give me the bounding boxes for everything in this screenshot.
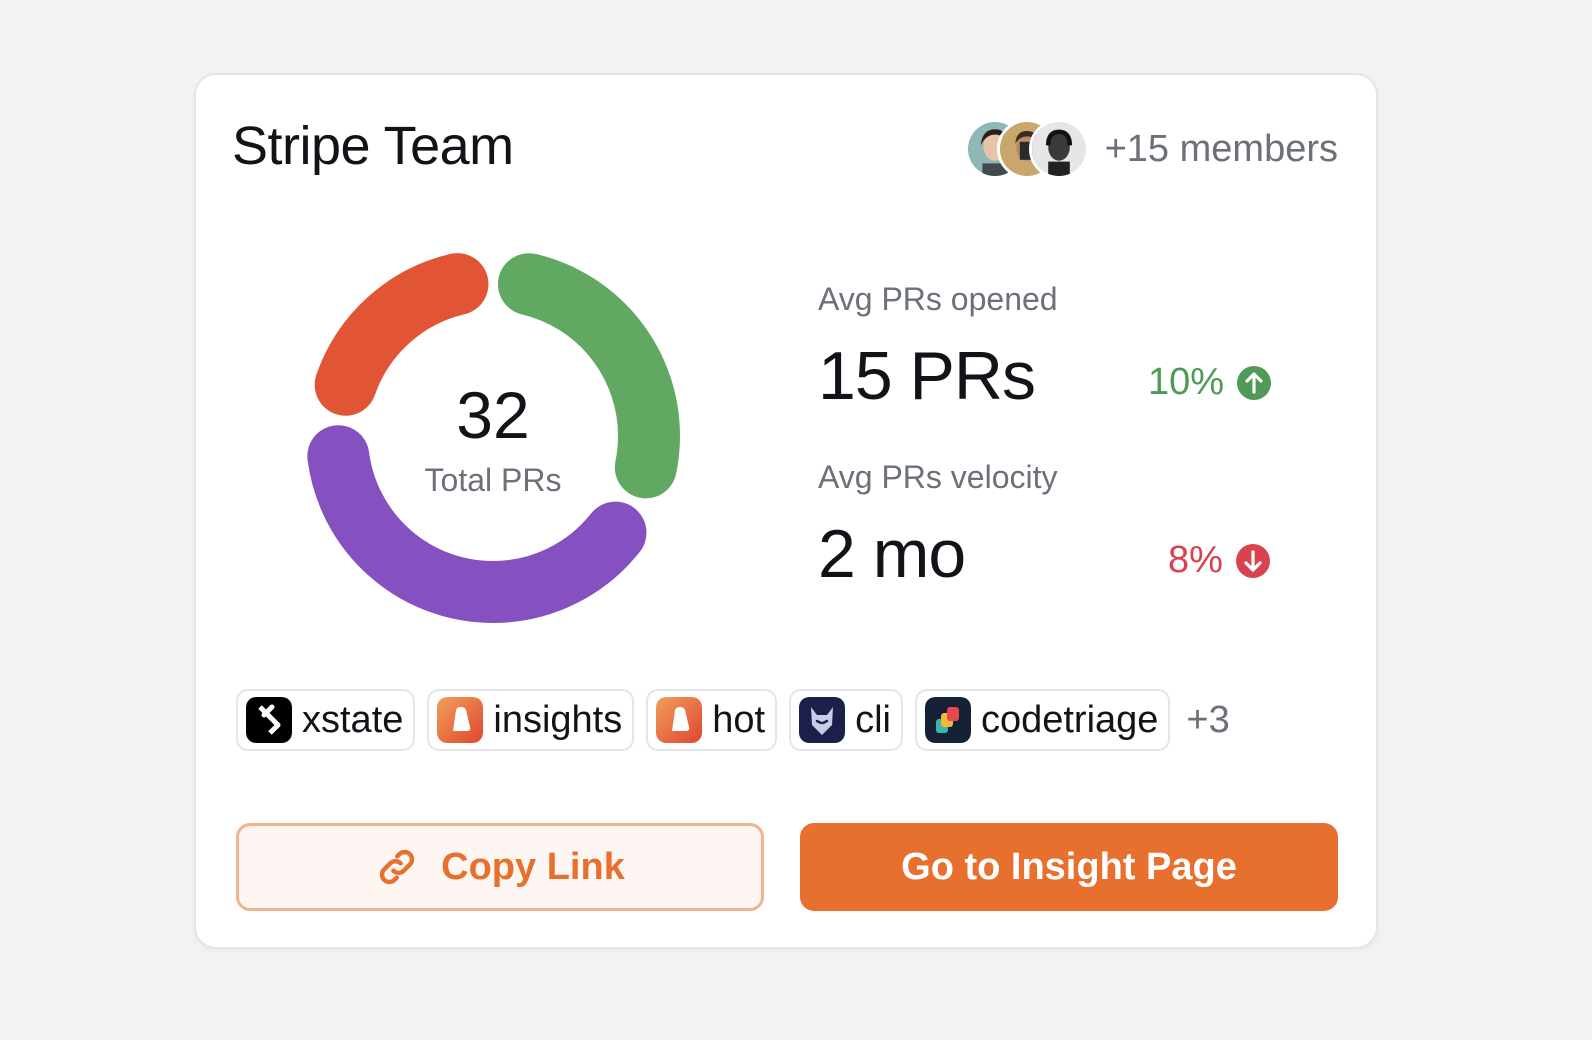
avg-prs-velocity-trend: 8%	[1168, 539, 1271, 582]
cli-logo-icon	[799, 697, 846, 743]
arrow-down-circle-icon	[1235, 543, 1270, 578]
members-count: +15 members	[1104, 127, 1338, 170]
repo-name: insights	[493, 698, 623, 741]
avg-prs-velocity-label: Avg PRs velocity	[818, 459, 1058, 495]
avatar	[1028, 119, 1089, 179]
card-title: Stripe Team	[232, 116, 514, 176]
donut-segment-2	[306, 249, 680, 623]
repo-name: xstate	[302, 698, 404, 741]
opensauced-logo-icon	[656, 697, 703, 743]
arrow-up-circle-icon	[1237, 365, 1272, 400]
go-to-insight-page-label: Go to Insight Page	[901, 845, 1237, 888]
repo-name: hot	[712, 698, 766, 741]
avg-prs-opened-trend: 10%	[1148, 361, 1272, 404]
donut-svg	[306, 249, 680, 623]
xstate-logo-icon	[246, 697, 292, 743]
go-to-insight-page-button[interactable]: Go to Insight Page	[800, 823, 1338, 911]
opensauced-logo-icon	[437, 697, 484, 743]
trend-value: 8%	[1168, 539, 1223, 581]
repo-chip-cli[interactable]: cli	[789, 689, 903, 751]
donut-segment-1	[306, 249, 680, 623]
repo-name: codetriage	[980, 698, 1159, 741]
avg-prs-opened-label: Avg PRs opened	[818, 281, 1058, 317]
total-prs-donut-chart: 32 Total PRs	[302, 245, 684, 627]
repo-chip-hot[interactable]: hot	[646, 689, 778, 751]
avg-prs-opened-value: 15 PRs	[818, 338, 1036, 414]
copy-link-button[interactable]: Copy Link	[236, 823, 764, 911]
avatar-stack	[964, 119, 1089, 179]
trend-value: 10%	[1148, 361, 1225, 403]
total-prs-value: 32	[456, 377, 530, 452]
team-insight-card: Stripe Team	[194, 73, 1378, 949]
repo-name: cli	[855, 698, 891, 741]
repo-chip-xstate[interactable]: xstate	[236, 689, 416, 751]
codetriage-logo-icon	[924, 697, 971, 743]
members-summary[interactable]: +15 members	[964, 115, 1338, 183]
link-icon	[379, 849, 415, 885]
repo-chip-insights[interactable]: insights	[427, 689, 635, 751]
repo-list: xstate insights hot	[236, 689, 1230, 751]
repo-chip-codetriage[interactable]: codetriage	[914, 689, 1171, 751]
avg-prs-velocity-value: 2 mo	[818, 516, 966, 592]
donut-center: 32 Total PRs	[302, 245, 684, 627]
copy-link-label: Copy Link	[441, 845, 625, 888]
total-prs-label: Total PRs	[424, 461, 562, 498]
repos-more-count[interactable]: +3	[1186, 698, 1230, 741]
